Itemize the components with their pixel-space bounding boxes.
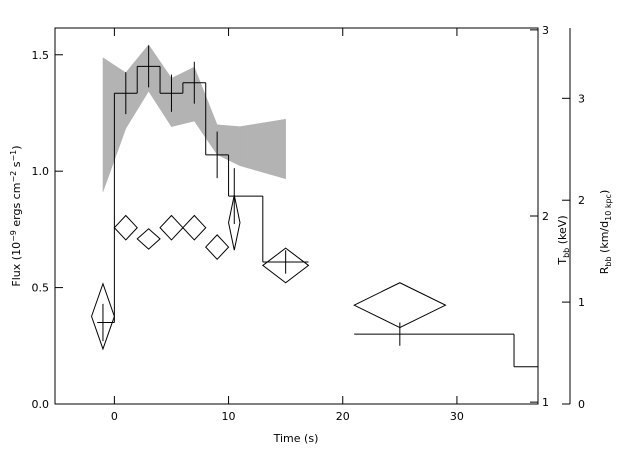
label-sub: 10 kpc	[604, 194, 613, 221]
label-sub: bb	[562, 248, 571, 258]
y-tick-label: 0.0	[32, 398, 50, 411]
label-part: (keV)	[556, 215, 569, 247]
label-part: R	[598, 266, 611, 274]
label-part: Flux (10	[10, 242, 23, 287]
diamond-marker	[136, 228, 161, 250]
y2-tick-label: 1	[542, 396, 549, 409]
x-tick-label: 20	[336, 410, 350, 423]
y-tick-label: 0.5	[32, 282, 50, 295]
y2-tick-label: 3	[542, 24, 549, 37]
y2-axis-label: Tbb (keV)	[556, 215, 571, 265]
label-sup: −1	[9, 150, 18, 162]
plot-area	[91, 43, 538, 368]
y3-tick-label: 3	[578, 92, 585, 105]
label-sup: −9	[9, 230, 18, 242]
diamond-marker	[205, 234, 230, 261]
band-segment	[239, 118, 286, 180]
diamond-marker	[261, 247, 310, 284]
y-axis-label: Flux (10−9 ergs cm−2 s−1)	[9, 145, 23, 286]
y3-tick-label: 1	[578, 296, 585, 309]
label-sub: bb	[604, 256, 613, 266]
diamond-marker	[91, 282, 115, 351]
x-tick-label: 0	[111, 410, 118, 423]
label-part: T	[556, 258, 569, 266]
label-sup: −2	[9, 171, 18, 183]
y3-axis-label: Rbb (km/d10 kpc)	[598, 190, 613, 275]
x-tick-label: 30	[450, 410, 464, 423]
label-part: (km/d	[598, 221, 611, 257]
label-part: )	[598, 190, 611, 194]
label-part: )	[10, 145, 23, 149]
x-axis-label: Time (s)	[273, 432, 319, 445]
y3-tick-label: 0	[578, 398, 585, 411]
x-tick-label: 10	[222, 410, 236, 423]
y-tick-label: 1.0	[32, 165, 50, 178]
diamond-marker	[182, 214, 207, 241]
diamond-marker	[353, 282, 447, 329]
y3-tick-label: 2	[578, 194, 585, 207]
label-part: s	[10, 161, 23, 170]
y-tick-label: 1.5	[32, 49, 50, 62]
diamond-marker	[113, 214, 138, 241]
y2-tick-label: 2	[542, 210, 549, 223]
label-part: ergs cm	[10, 183, 23, 231]
diamond-marker	[228, 195, 241, 251]
